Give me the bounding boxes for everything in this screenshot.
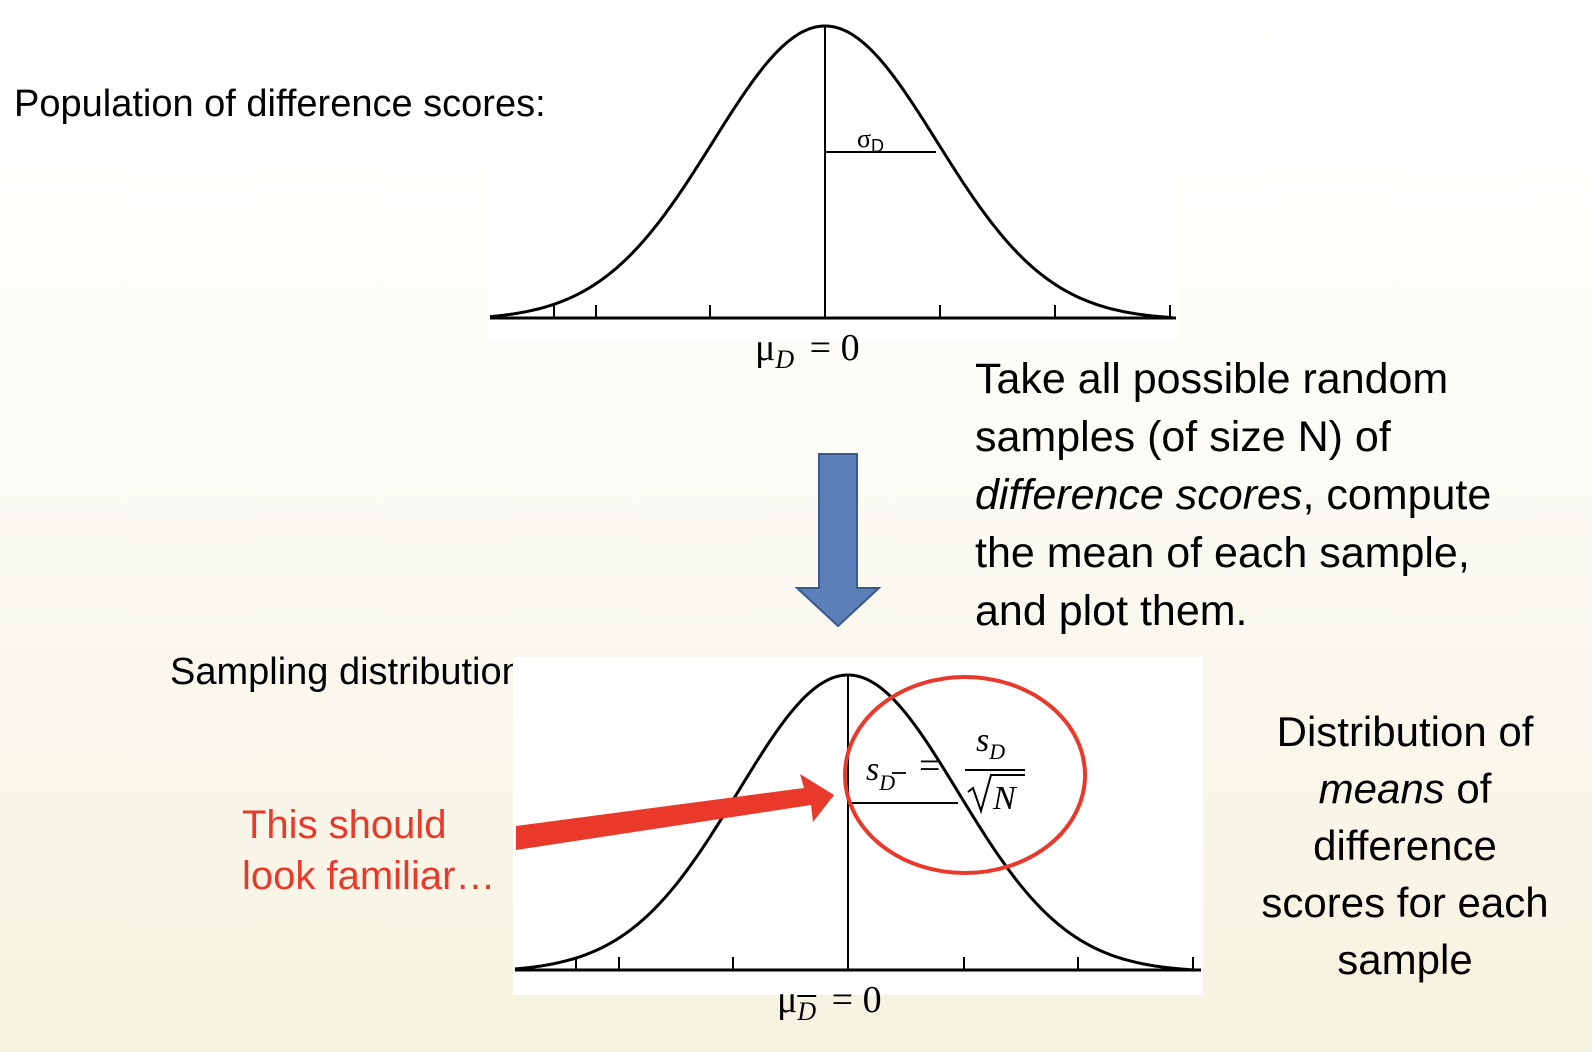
callout-arrow-icon bbox=[516, 774, 834, 850]
mu-symbol: μ bbox=[777, 979, 798, 1021]
sigma-label: σD bbox=[857, 124, 884, 156]
population-curve bbox=[489, 24, 1173, 320]
sampling-curve bbox=[514, 673, 1194, 972]
means-line: scores for each bbox=[1261, 879, 1549, 926]
sampling-curve-chart: sD = sD N bbox=[514, 673, 1201, 972]
formula-lhs-s: s bbox=[866, 751, 879, 788]
means-line-rest: of bbox=[1444, 765, 1492, 812]
mu-equals-zero: = 0 bbox=[831, 979, 882, 1021]
means-italic: means bbox=[1318, 765, 1445, 812]
population-heading: Population of difference scores: bbox=[14, 83, 546, 125]
formula-lhs-subscript: D bbox=[878, 770, 895, 795]
sigma-symbol: σ bbox=[857, 124, 871, 153]
description-line: the mean of each sample, bbox=[975, 529, 1470, 577]
highlight-circle bbox=[843, 675, 1087, 875]
callout-line: This should bbox=[242, 803, 447, 847]
description-line: difference scores, compute bbox=[975, 466, 1575, 524]
sampling-panel: sD = sD N bbox=[513, 657, 1203, 995]
sampling-description: Take all possible random samples (of siz… bbox=[975, 350, 1575, 640]
formula-equals: = bbox=[919, 745, 940, 787]
description-line-rest: , compute bbox=[1302, 471, 1492, 519]
down-arrow-icon bbox=[795, 453, 881, 628]
description-italic: difference scores bbox=[975, 471, 1303, 519]
description-line: Take all possible random bbox=[975, 355, 1449, 403]
formula-numerator: sD bbox=[976, 722, 1005, 764]
sampling-ticks bbox=[575, 957, 1194, 970]
formula-lhs: sD bbox=[866, 751, 895, 795]
population-ticks bbox=[553, 305, 1171, 318]
means-line: sample bbox=[1337, 936, 1473, 983]
formula-denominator: N bbox=[992, 780, 1018, 817]
mu-equals-zero: = 0 bbox=[809, 327, 860, 369]
sampling-heading: Sampling distribution: bbox=[170, 651, 534, 693]
callout-line: look familiar… bbox=[242, 854, 496, 898]
sqrt-icon bbox=[967, 774, 1025, 815]
population-curve-chart: σD bbox=[489, 24, 1176, 320]
population-mean-label: μD = 0 bbox=[755, 326, 860, 374]
standard-error-formula: sD = sD N bbox=[866, 722, 1025, 817]
description-line: samples (of size N) of bbox=[975, 413, 1391, 461]
formula-num-subscript: D bbox=[988, 739, 1005, 764]
callout-text: This should look familiar… bbox=[242, 800, 495, 902]
description-line: and plot them. bbox=[975, 587, 1248, 635]
mu-symbol: μ bbox=[755, 327, 776, 369]
mu-subscript: D bbox=[797, 997, 817, 1026]
means-line: means of bbox=[1235, 760, 1575, 817]
means-line: difference bbox=[1313, 822, 1497, 869]
population-panel: σD bbox=[488, 8, 1178, 342]
means-line: Distribution of bbox=[1276, 708, 1534, 755]
mu-subscript: D bbox=[775, 345, 795, 374]
formula-num-s: s bbox=[976, 722, 989, 759]
sigma-subscript: D bbox=[871, 136, 884, 156]
means-note: Distribution of means of difference scor… bbox=[1235, 703, 1575, 988]
sampling-mean-label: μD = 0 bbox=[777, 978, 882, 1026]
